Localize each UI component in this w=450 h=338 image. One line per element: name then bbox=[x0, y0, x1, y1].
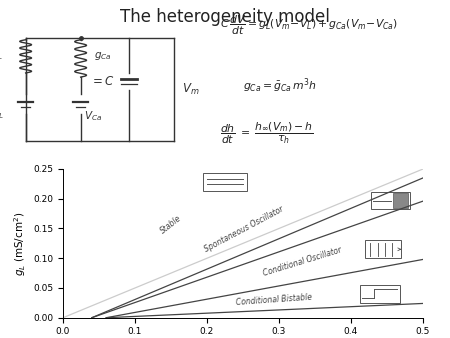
Text: $V_m$: $V_m$ bbox=[182, 82, 200, 97]
Text: $\dfrac{dh}{dt}\;=\;\dfrac{h_{\infty}(V_m)-h}{\tau_h}$: $\dfrac{dh}{dt}\;=\;\dfrac{h_{\infty}(V_… bbox=[220, 121, 314, 146]
Text: $C\,\dfrac{dV}{dt} = g_L(V_m\!-\!V_L)+g_{Ca}(V_m\!-\!V_{Ca})$: $C\,\dfrac{dV}{dt} = g_L(V_m\!-\!V_L)+g_… bbox=[220, 14, 399, 37]
Text: $= C$: $= C$ bbox=[90, 75, 114, 88]
Text: The heterogeneity model: The heterogeneity model bbox=[120, 8, 330, 26]
Text: Conditional Bistable: Conditional Bistable bbox=[235, 293, 312, 307]
Text: $g_L$: $g_L$ bbox=[0, 50, 4, 62]
Text: $V_L$: $V_L$ bbox=[0, 107, 4, 121]
Bar bbox=[360, 285, 400, 303]
Y-axis label: $g_L$ (mS/cm$^2$): $g_L$ (mS/cm$^2$) bbox=[12, 211, 27, 275]
Bar bbox=[371, 192, 410, 210]
Bar bbox=[203, 173, 247, 191]
Text: $g_{Ca} = \bar{g}_{Ca}\,m^3h$: $g_{Ca} = \bar{g}_{Ca}\,m^3h$ bbox=[243, 76, 317, 95]
Text: Stable: Stable bbox=[158, 214, 183, 236]
Text: Conditional Oscillator: Conditional Oscillator bbox=[262, 245, 342, 278]
Bar bbox=[392, 193, 408, 208]
Bar bbox=[365, 240, 401, 258]
Text: $V_{Ca}$: $V_{Ca}$ bbox=[84, 110, 102, 123]
Text: $g_{Ca}$: $g_{Ca}$ bbox=[94, 50, 112, 62]
Text: Spontaneous Oscillator: Spontaneous Oscillator bbox=[203, 204, 285, 254]
